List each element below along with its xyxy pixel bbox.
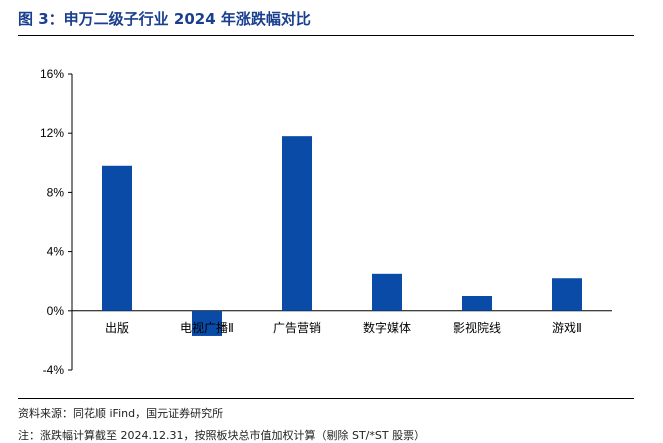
category-label: 广告营销	[273, 321, 321, 335]
bar-1	[102, 165, 132, 311]
chart-axes: -4% 0% 4% 8% 12% 16%	[40, 67, 612, 377]
category-label: 电视广播Ⅱ	[180, 320, 234, 335]
category-labels-group: 出版 电视广播Ⅱ 广告营销 数字媒体 影视院线 游戏Ⅱ	[105, 320, 582, 335]
footer-divider	[18, 398, 634, 399]
y-tick-label: 0%	[47, 304, 65, 318]
chart-title: 图 3：申万二级子行业 2024 年涨跌幅对比	[18, 10, 311, 28]
bar-3	[282, 136, 312, 311]
y-tick-label: 12%	[40, 126, 64, 140]
category-label: 出版	[105, 321, 129, 335]
bar-2	[192, 310, 222, 336]
category-label: 影视院线	[453, 320, 501, 335]
category-label: 游戏Ⅱ	[552, 321, 582, 335]
y-tick-label: 8%	[47, 185, 65, 199]
y-tick-label: 16%	[40, 67, 64, 81]
source-note: 资料来源：同花顺 iFind，国元证券研究所	[18, 407, 224, 420]
calculation-note: 注：涨跌幅计算截至 2024.12.31，按照板块总市值加权计算（剔除 ST/*…	[18, 429, 426, 442]
bar-4	[372, 273, 402, 311]
bar-6	[552, 278, 582, 311]
y-tick-label: -4%	[43, 363, 65, 377]
category-label: 数字媒体	[363, 320, 411, 335]
bar-5	[462, 296, 492, 311]
title-divider	[18, 35, 634, 36]
bar-chart: -4% 0% 4% 8% 12% 16% 出版 电视广播Ⅱ 广告营销 数字媒体 影视院线 游戏Ⅱ	[40, 67, 612, 377]
y-tick-label: 4%	[47, 245, 65, 259]
bars-group	[102, 136, 582, 336]
